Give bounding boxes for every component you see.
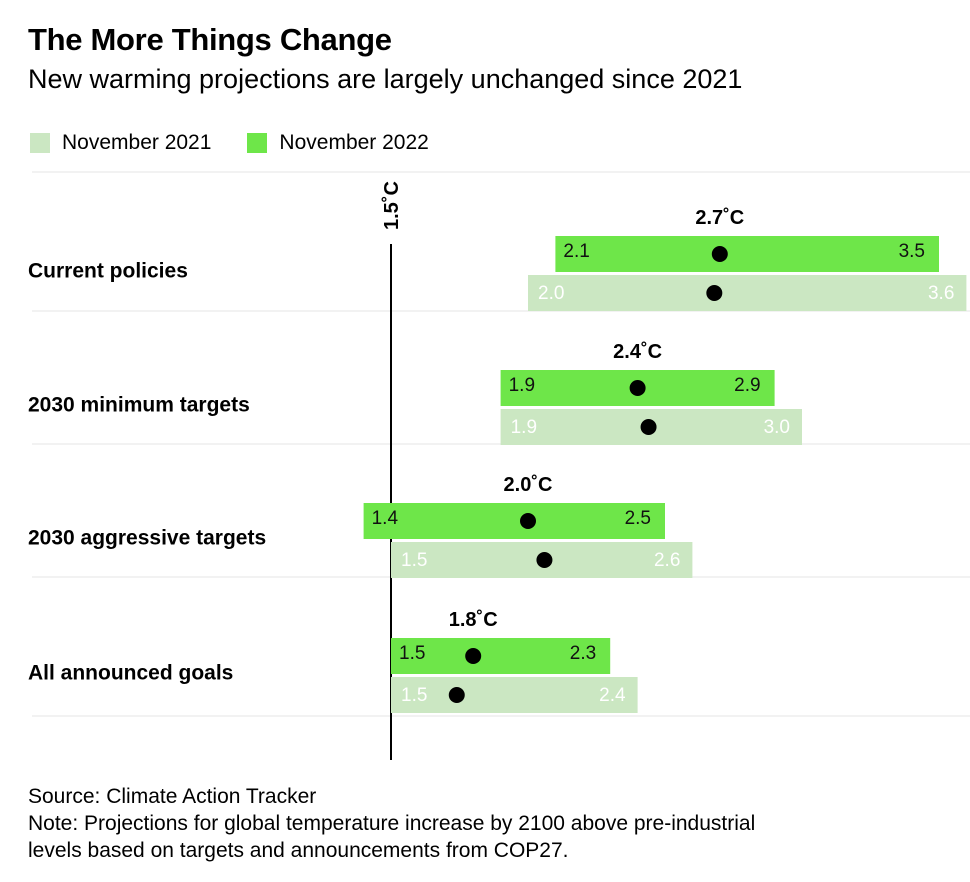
high-label-2021: 2.4 <box>599 685 626 706</box>
bar-2022 <box>363 503 665 539</box>
high-label-2022: 2.5 <box>625 508 651 529</box>
legend-swatch-2021 <box>30 133 50 153</box>
median-dot-2021 <box>448 687 465 703</box>
high-label-2022: 2.9 <box>734 375 760 396</box>
median-label-2022: 2.0˚C <box>504 473 553 496</box>
legend: November 2021 November 2022 <box>30 131 465 155</box>
median-label-2022: 2.4˚C <box>613 340 662 363</box>
range-chart: 1.5˚C Current policies 2.0 3.6 2.1 3.5 2.7˚C 20… <box>28 171 970 760</box>
median-dot-2021 <box>706 285 723 301</box>
low-label-2022: 1.5 <box>399 643 425 664</box>
low-label-2022: 1.9 <box>509 375 535 396</box>
low-label-2021: 1.9 <box>511 417 537 438</box>
legend-item-2021: November 2021 <box>30 131 211 155</box>
footer: Source: Climate Action Tracker Note: Pro… <box>28 783 755 864</box>
median-dot-2022 <box>465 648 482 664</box>
median-label-2022: 2.7˚C <box>695 206 744 229</box>
low-label-2021: 1.5 <box>401 550 427 571</box>
bar-2021 <box>391 677 638 713</box>
bar-2021 <box>528 275 967 311</box>
chart-title: The More Things Change <box>28 22 392 57</box>
reference-line-label: 1.5˚C <box>380 181 403 230</box>
low-label-2021: 1.5 <box>401 685 427 706</box>
median-dot-2021 <box>536 552 553 568</box>
category-label: 2030 aggressive targets <box>28 527 266 550</box>
median-dot-2022 <box>520 513 536 529</box>
median-label-2022: 1.8˚C <box>449 608 498 631</box>
methodology-note-line-1: Note: Projections for global temperature… <box>28 812 756 835</box>
high-label-2021: 3.0 <box>764 417 790 438</box>
legend-label-2021: November 2021 <box>62 131 212 154</box>
bar-2022 <box>391 638 611 674</box>
category-label: All announced goals <box>28 662 233 685</box>
low-label-2022: 1.4 <box>372 508 399 529</box>
bar-2022 <box>555 236 939 272</box>
legend-label-2022: November 2022 <box>279 131 429 154</box>
high-label-2021: 2.6 <box>654 550 680 571</box>
methodology-note-line-2: levels based on targets and announcement… <box>28 839 569 862</box>
source-note: Source: Climate Action Tracker <box>28 785 317 808</box>
high-label-2022: 2.3 <box>570 643 596 664</box>
high-label-2021: 3.6 <box>928 283 954 304</box>
category-label: Current policies <box>28 260 188 283</box>
median-dot-2021 <box>640 419 657 435</box>
chart-subtitle: New warming projections are largely unch… <box>28 64 743 94</box>
legend-swatch-2022 <box>247 133 268 153</box>
low-label-2022: 2.1 <box>563 241 589 262</box>
legend-item-2022: November 2022 <box>247 131 429 155</box>
high-label-2022: 3.5 <box>899 241 925 262</box>
low-label-2021: 2.0 <box>538 283 564 304</box>
median-dot-2022 <box>711 246 728 262</box>
median-dot-2022 <box>629 380 646 396</box>
category-label: 2030 minimum targets <box>28 394 250 417</box>
